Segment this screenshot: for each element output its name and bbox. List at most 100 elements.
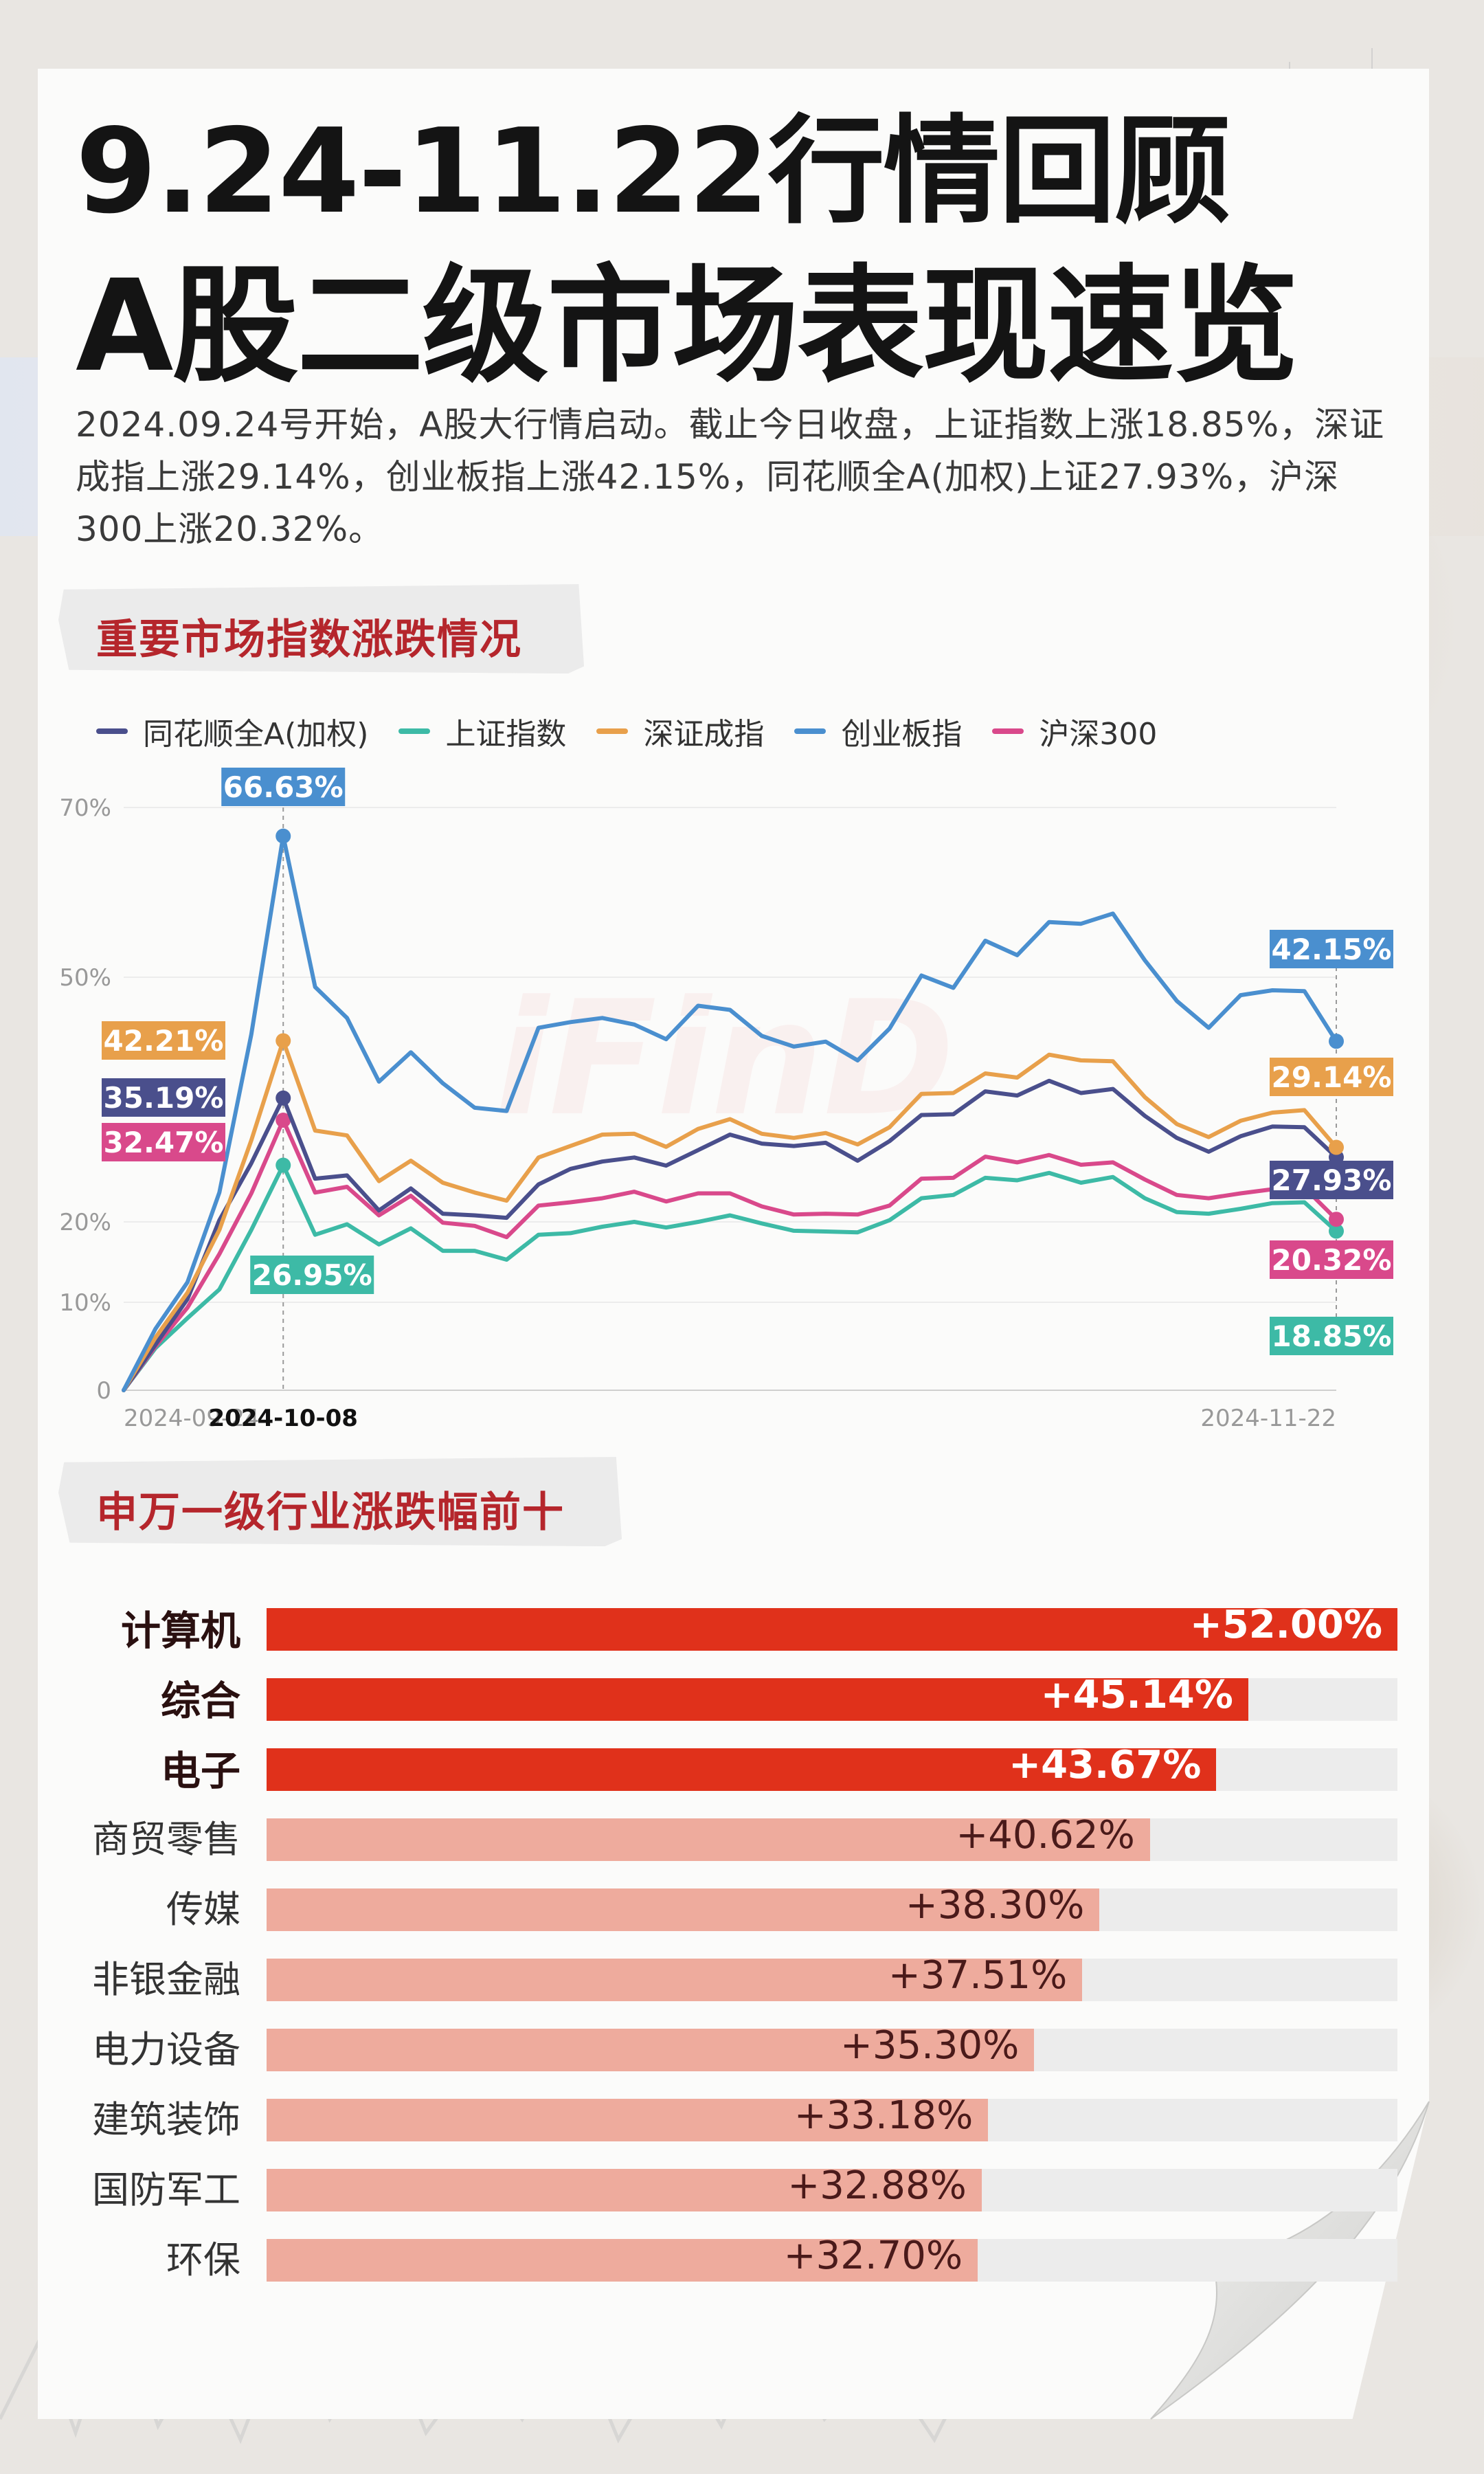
peak-label-hs300-box <box>102 1123 225 1161</box>
industry-label: 商贸零售 <box>92 1818 240 1861</box>
end-point <box>1329 1139 1344 1155</box>
section-title: 申万一级行业涨跌幅前十 <box>96 1489 565 1537</box>
legend-item-tonghuashun: 同花顺全A(加权) <box>96 709 368 753</box>
industry-value-label: +43.67% <box>1009 1743 1202 1787</box>
legend-swatch <box>992 728 1024 734</box>
industry-label: 电力设备 <box>92 2028 240 2071</box>
series-line <box>122 1163 1338 1392</box>
industry-label: 综合 <box>160 1678 240 1724</box>
industry-label: 计算机 <box>120 1607 240 1654</box>
intro-paragraph: 2024.09.24号开始，A股大行情启动。截止今日收盘，上证指数上涨18.85… <box>76 405 1385 549</box>
series-line <box>122 1078 1338 1392</box>
legend-item-shanghai: 上证指数 <box>398 709 566 753</box>
industry-value-label: +35.30% <box>840 2023 1020 2068</box>
legend-item-hs300: 沪深300 <box>992 709 1157 753</box>
end-label-hs300: 20.32% <box>1272 1243 1392 1277</box>
industry-bar-row: 国防军工 +32.88% <box>0 2157 1484 2218</box>
y-tick-label: 20% <box>59 1209 111 1236</box>
legend-item-chinext: 创业板指 <box>794 709 962 753</box>
end-label-shanghai: 18.85% <box>1272 1319 1392 1353</box>
paper-card <box>38 69 1429 2419</box>
section-header-indices: 重要市场指数涨跌情况 <box>58 584 584 673</box>
legend-label: 沪深300 <box>1039 717 1158 752</box>
y-tick-label: 50% <box>59 964 111 992</box>
industry-label: 建筑装饰 <box>92 2098 240 2141</box>
series-line <box>122 1038 1338 1392</box>
page-title-line2: A股二级市场表现速览 <box>76 253 1298 400</box>
section-header-industries: 申万一级行业涨跌幅前十 <box>58 1457 622 1546</box>
industry-bar <box>267 1959 1083 2001</box>
industry-label: 环保 <box>166 2238 240 2282</box>
x-tick-label: 2024-09-24 <box>124 1405 260 1432</box>
peak-label-hs300: 32.47% <box>104 1126 224 1159</box>
series-line <box>122 1118 1338 1392</box>
industry-bar <box>267 1608 1397 1651</box>
peak-point <box>276 1090 291 1106</box>
legend-swatch <box>398 728 431 734</box>
industry-bar <box>267 2099 989 2141</box>
industry-bar-row: 建筑装饰 +33.18% <box>0 2086 1484 2148</box>
industry-bar-row: 计算机 +52.00% <box>0 1596 1484 1658</box>
industry-value-label: +32.70% <box>783 2233 963 2278</box>
peak-point <box>276 1157 291 1173</box>
series-line <box>122 834 1338 1392</box>
industry-bar-row: 电子 +43.67% <box>0 1736 1484 1798</box>
end-point <box>1329 1223 1344 1239</box>
end-label-chinext-box <box>1270 930 1393 968</box>
section-title: 重要市场指数涨跌情况 <box>96 616 522 664</box>
chart-legend: 同花顺全A(加权) 上证指数 深证成指 创业板指 沪深300 <box>96 709 1187 753</box>
industry-bar-row: 综合 +45.14% <box>0 1666 1484 1728</box>
peak-label-chinext: 66.63% <box>223 770 344 804</box>
end-label-shanghai-box <box>1270 1317 1393 1355</box>
industry-value-label: +33.18% <box>794 2093 974 2138</box>
peak-label-tonghuashun-box <box>102 1078 225 1117</box>
y-tick-label: 70% <box>59 794 111 822</box>
end-point <box>1329 1034 1344 1049</box>
legend-label: 深证成指 <box>643 717 765 752</box>
industry-label: 非银金融 <box>92 1958 240 2001</box>
end-point <box>1329 1212 1344 1227</box>
industry-bar-row: 商贸零售 +40.62% <box>0 1806 1484 1868</box>
industry-value-label: +37.51% <box>888 1953 1068 1998</box>
legend-swatch <box>596 728 629 734</box>
legend-label: 上证指数 <box>445 717 567 752</box>
y-tick-label: 10% <box>59 1289 111 1317</box>
legend-label: 同花顺全A(加权) <box>143 717 369 752</box>
peak-point <box>276 1033 291 1049</box>
peak-point <box>276 828 291 844</box>
peak-label-chinext-box <box>221 768 346 806</box>
end-label-chinext: 42.15% <box>1272 933 1392 966</box>
end-label-shenzhen-box <box>1270 1058 1393 1096</box>
industry-bar <box>267 1678 1248 1721</box>
x-tick-label: 2024-11-22 <box>1200 1405 1336 1432</box>
page-title-line1: 9.24-11.22行情回顾 <box>76 104 1231 240</box>
industry-bar <box>267 1818 1150 1861</box>
industry-label: 传媒 <box>166 1888 240 1931</box>
industry-label: 电子 <box>160 1748 240 1794</box>
industry-bar <box>267 2169 982 2211</box>
industry-value-label: +38.30% <box>905 1883 1085 1928</box>
industry-bar <box>267 1748 1217 1791</box>
legend-label: 创业板指 <box>841 717 963 752</box>
peak-label-shanghai-box <box>250 1256 374 1294</box>
legend-item-shenzhen: 深证成指 <box>596 709 764 753</box>
industry-value-label: +32.88% <box>787 2163 967 2208</box>
section-tape <box>58 584 584 673</box>
industry-value-label: +40.62% <box>956 1813 1135 1858</box>
end-label-hs300-box <box>1270 1240 1393 1279</box>
peak-label-shenzhen-box <box>102 1021 225 1060</box>
industry-bar-row: 电力设备 +35.30% <box>0 2016 1484 2078</box>
end-label-tonghuashun-box <box>1270 1161 1393 1199</box>
peak-point <box>276 1113 291 1128</box>
industry-bar-row: 传媒 +38.30% <box>0 1876 1484 1938</box>
legend-swatch <box>96 728 128 734</box>
industry-bar-row: 非银金融 +37.51% <box>0 1946 1484 2008</box>
y-tick-label: 0 <box>96 1377 111 1405</box>
industry-bar <box>267 2029 1035 2071</box>
watermark-text: iFinD <box>495 968 954 1151</box>
industry-value-label: +45.14% <box>1040 1673 1233 1717</box>
industry-value-label: +52.00% <box>1189 1603 1382 1647</box>
end-label-tonghuashun: 27.93% <box>1272 1163 1392 1197</box>
x-tick-label: 2024-10-08 <box>208 1405 357 1432</box>
